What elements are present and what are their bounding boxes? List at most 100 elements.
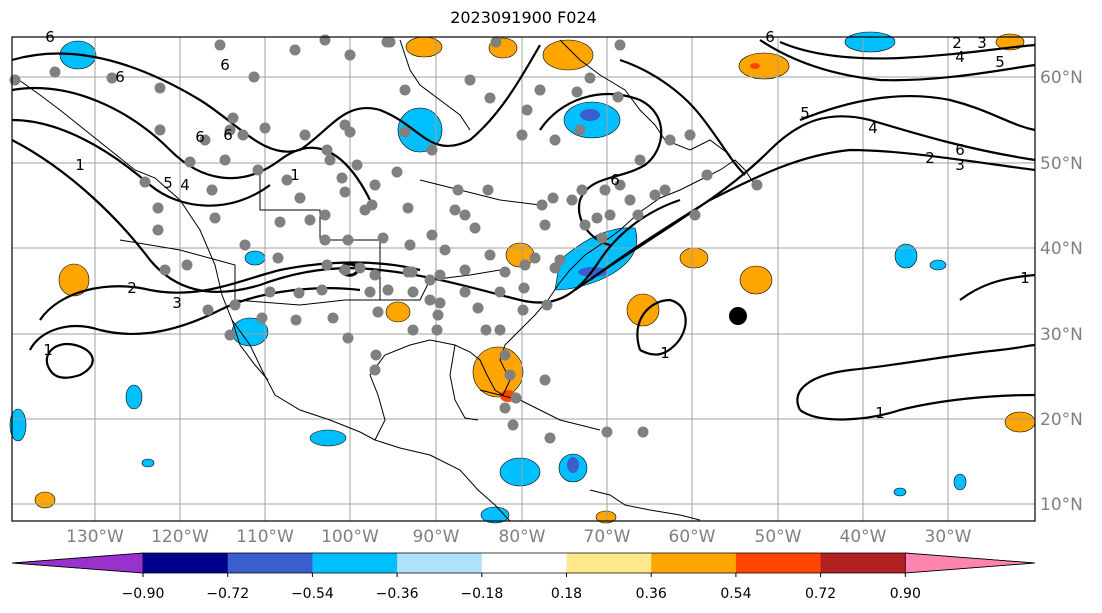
station-marker bbox=[359, 204, 371, 216]
station-marker bbox=[364, 286, 376, 298]
contour-label: 5 bbox=[163, 174, 173, 192]
colorbar-segment bbox=[312, 553, 398, 573]
longitude-label: 50°W bbox=[755, 527, 802, 547]
station-marker bbox=[579, 219, 591, 231]
station-marker bbox=[206, 184, 218, 196]
latitude-label: 10°N bbox=[1040, 495, 1083, 515]
longitude-label: 80°W bbox=[499, 527, 546, 547]
station-marker bbox=[237, 129, 249, 141]
contour-label: 1 bbox=[660, 344, 670, 362]
station-marker bbox=[327, 312, 339, 324]
station-marker bbox=[517, 304, 529, 316]
contour-label: 1 bbox=[290, 166, 300, 184]
station-marker bbox=[154, 124, 166, 136]
station-marker bbox=[614, 179, 626, 191]
station-marker bbox=[391, 166, 403, 178]
longitude-label: 130°W bbox=[66, 527, 124, 547]
storm-center-marker bbox=[729, 307, 747, 325]
station-marker bbox=[664, 134, 676, 146]
station-markers bbox=[9, 34, 763, 444]
station-marker bbox=[521, 104, 533, 116]
station-marker bbox=[459, 209, 471, 221]
station-marker bbox=[539, 374, 551, 386]
station-marker bbox=[339, 264, 351, 276]
station-marker bbox=[614, 39, 626, 51]
station-marker bbox=[459, 286, 471, 298]
station-marker bbox=[431, 324, 443, 336]
station-marker bbox=[219, 154, 231, 166]
station-marker bbox=[289, 44, 301, 56]
station-marker bbox=[321, 259, 333, 271]
station-marker bbox=[584, 72, 596, 84]
colorbar-segment bbox=[481, 553, 567, 573]
station-marker bbox=[316, 284, 328, 296]
station-marker bbox=[549, 134, 561, 146]
colorbar-segment bbox=[820, 553, 906, 573]
station-marker bbox=[106, 72, 118, 84]
contour-label: 6 bbox=[610, 171, 620, 189]
station-marker bbox=[599, 184, 611, 196]
station-marker bbox=[299, 129, 311, 141]
station-marker bbox=[139, 176, 151, 188]
station-marker bbox=[248, 71, 260, 83]
station-marker bbox=[369, 269, 381, 281]
station-marker bbox=[689, 209, 701, 221]
station-marker bbox=[534, 84, 546, 96]
station-marker bbox=[659, 184, 671, 196]
longitude-label: 100°W bbox=[321, 527, 379, 547]
station-marker bbox=[369, 179, 381, 191]
station-marker bbox=[510, 392, 522, 404]
station-marker bbox=[259, 122, 271, 134]
station-marker bbox=[290, 314, 302, 326]
station-marker bbox=[571, 86, 583, 98]
contour-label: 1 bbox=[43, 341, 53, 359]
station-marker bbox=[424, 274, 436, 286]
station-marker bbox=[499, 349, 511, 361]
station-marker bbox=[576, 184, 588, 196]
station-marker bbox=[370, 349, 382, 361]
station-marker bbox=[224, 329, 236, 341]
station-marker bbox=[516, 129, 528, 141]
station-marker bbox=[404, 239, 416, 251]
station-marker bbox=[649, 189, 661, 201]
colorbar-segment bbox=[651, 553, 737, 573]
station-marker bbox=[381, 36, 393, 48]
colorbar-segment bbox=[566, 553, 652, 573]
colorbar bbox=[11, 552, 1036, 574]
station-marker bbox=[399, 84, 411, 96]
station-marker bbox=[351, 159, 363, 171]
longitude-label: 60°W bbox=[669, 527, 716, 547]
station-marker bbox=[369, 364, 381, 376]
station-marker bbox=[382, 284, 394, 296]
station-marker bbox=[604, 209, 616, 221]
station-marker bbox=[319, 234, 331, 246]
station-marker bbox=[342, 234, 354, 246]
contour-label: 6 bbox=[195, 128, 205, 146]
colorbar-tick-label: −0.18 bbox=[460, 586, 503, 602]
longitude-labels: 130°W 120°W 110°W 100°W 90°W 80°W 70°W 60°W 50°W… bbox=[66, 527, 972, 547]
station-marker bbox=[152, 224, 164, 236]
station-marker bbox=[494, 324, 506, 336]
contour-label: 1 bbox=[1020, 269, 1030, 287]
colorbar-tick-label: −0.90 bbox=[122, 586, 165, 602]
station-marker bbox=[484, 92, 496, 104]
colorbar-segment bbox=[143, 553, 229, 573]
station-marker bbox=[684, 129, 696, 141]
station-marker bbox=[342, 332, 354, 344]
station-marker bbox=[499, 266, 511, 278]
station-marker bbox=[252, 164, 264, 176]
station-marker bbox=[281, 174, 293, 186]
station-marker bbox=[339, 119, 351, 131]
station-marker bbox=[601, 426, 613, 438]
station-marker bbox=[304, 214, 316, 226]
colorbar-arrow-low bbox=[11, 552, 144, 574]
station-marker bbox=[229, 299, 241, 311]
latitude-label: 50°N bbox=[1040, 154, 1083, 174]
station-marker bbox=[541, 299, 553, 311]
contour-label: 3 bbox=[955, 156, 965, 174]
contour-label: 5 bbox=[800, 104, 810, 122]
contour-label: 3 bbox=[977, 34, 987, 52]
colorbar-arrow-high bbox=[904, 552, 1036, 574]
station-marker bbox=[239, 239, 251, 251]
station-marker bbox=[554, 254, 566, 266]
